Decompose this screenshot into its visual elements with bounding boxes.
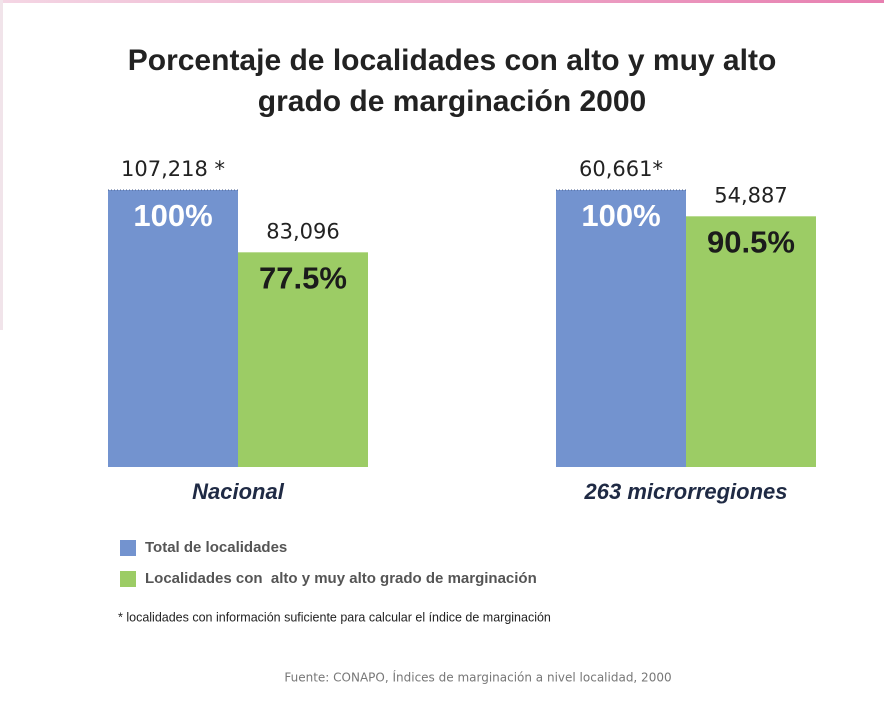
value-label: 100% <box>133 198 212 233</box>
count-label: 107,218 * <box>121 157 225 181</box>
value-label: 90.5% <box>707 225 795 260</box>
bar <box>238 252 368 467</box>
bar <box>556 190 686 467</box>
legend-swatch <box>120 540 136 556</box>
bar <box>108 190 238 467</box>
chart-title: grado de marginación 2000 <box>258 85 646 118</box>
count-label: 83,096 <box>266 219 339 243</box>
legend-label: Localidades con alto y muy alto grado de… <box>145 570 537 587</box>
value-label: 100% <box>581 198 660 233</box>
legend-label: Total de localidades <box>145 539 287 556</box>
bar <box>686 216 816 467</box>
top-border <box>0 0 884 3</box>
category-label: Nacional <box>192 479 285 504</box>
count-label: 60,661* <box>579 157 663 181</box>
chart-title: Porcentaje de localidades con alto y muy… <box>128 44 777 77</box>
category-label: 263 microrregiones <box>584 479 788 504</box>
count-label: 54,887 <box>714 183 787 207</box>
value-label: 77.5% <box>259 261 347 296</box>
source: Fuente: CONAPO, Índices de marginación a… <box>284 670 671 685</box>
left-border <box>0 0 3 330</box>
footnote: * localidades con información suficiente… <box>118 610 551 624</box>
legend-swatch <box>120 571 136 587</box>
